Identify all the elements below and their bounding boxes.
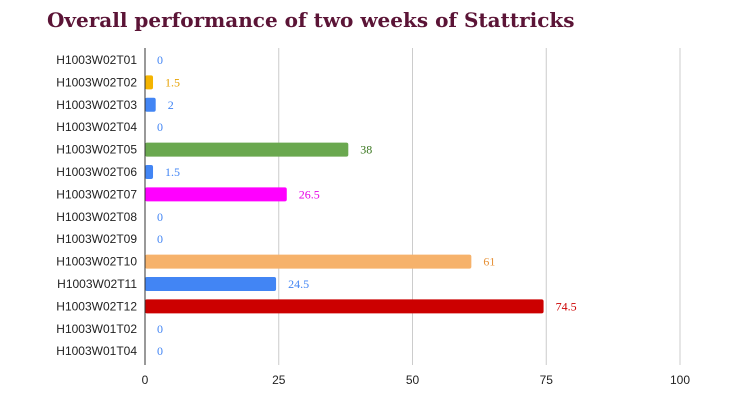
category-label: H1003W02T06 <box>56 165 137 179</box>
data-label: 0 <box>157 53 163 67</box>
x-tick-label: 100 <box>670 373 690 387</box>
bars <box>145 75 544 314</box>
data-label: 1.5 <box>165 165 180 179</box>
category-label: H1003W01T02 <box>56 322 137 336</box>
bar <box>145 254 472 269</box>
bar <box>145 97 156 112</box>
category-label: H1003W02T12 <box>56 299 137 313</box>
data-label: 0 <box>157 344 163 358</box>
data-label: 0 <box>157 120 163 134</box>
category-label: H1003W02T11 <box>57 277 137 291</box>
data-label: 2 <box>168 98 174 112</box>
data-label: 1.5 <box>165 75 180 89</box>
category-label: H1003W02T01 <box>56 53 137 67</box>
labels: 0 25 50 75 100 H1003W02T01 0 H1003W02T02 1.5 H100… <box>56 53 690 387</box>
category-label: H1003W01T04 <box>56 344 137 358</box>
x-tick-label: 50 <box>406 373 420 387</box>
bar <box>145 299 544 314</box>
x-tick-label: 0 <box>142 373 149 387</box>
data-label: 74.5 <box>556 299 577 313</box>
category-label: H1003W02T08 <box>56 210 137 224</box>
category-label: H1003W02T05 <box>56 143 137 157</box>
chart-title: Overall performance of two weeks of Stat… <box>47 8 575 32</box>
x-tick-label: 75 <box>540 373 554 387</box>
data-label: 0 <box>157 322 163 336</box>
gridlines <box>278 48 681 365</box>
bar <box>145 75 154 90</box>
data-label: 0 <box>157 232 163 246</box>
category-label: H1003W02T10 <box>56 255 137 269</box>
x-tick-label: 25 <box>272 373 286 387</box>
category-label: H1003W02T04 <box>56 120 137 134</box>
data-label: 61 <box>483 255 495 269</box>
category-label: H1003W02T02 <box>56 75 137 89</box>
data-label: 26.5 <box>299 187 320 201</box>
category-label: H1003W02T07 <box>56 187 137 201</box>
data-label: 38 <box>360 143 372 157</box>
data-label: 0 <box>157 210 163 224</box>
category-label: H1003W02T03 <box>56 98 137 112</box>
bar <box>145 165 154 179</box>
category-label: H1003W02T09 <box>56 232 137 246</box>
data-label: 24.5 <box>288 277 309 291</box>
bar <box>145 277 277 291</box>
bar <box>145 187 287 202</box>
bar <box>145 142 349 157</box>
